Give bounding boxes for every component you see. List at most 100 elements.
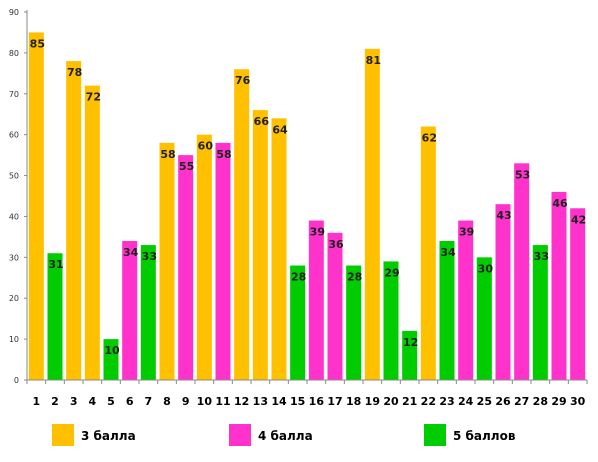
data-label: 31 <box>48 258 63 271</box>
bar <box>290 265 306 380</box>
bar <box>514 163 530 380</box>
x-tick-label: 16 <box>309 395 325 408</box>
data-label: 36 <box>328 238 344 251</box>
data-label: 29 <box>384 266 399 279</box>
bar <box>122 240 138 380</box>
y-tick-label: 50 <box>9 172 19 181</box>
data-label: 34 <box>123 246 139 259</box>
bar <box>28 32 44 380</box>
data-label: 78 <box>67 66 82 79</box>
data-label: 43 <box>496 209 511 222</box>
data-label: 30 <box>478 262 494 275</box>
x-tick-label: 1 <box>33 395 41 408</box>
legend-label: 4 балла <box>258 429 313 443</box>
bar <box>439 240 455 380</box>
bar <box>420 126 436 380</box>
data-label: 81 <box>366 54 381 67</box>
x-tick-label: 14 <box>271 395 287 408</box>
x-tick-label: 27 <box>514 395 529 408</box>
bar <box>308 220 324 380</box>
y-tick-label: 30 <box>9 253 19 262</box>
data-label: 76 <box>235 74 251 87</box>
data-label: 58 <box>216 148 231 161</box>
x-tick-label: 18 <box>346 395 361 408</box>
x-tick-label: 19 <box>365 395 380 408</box>
data-label: 39 <box>459 226 474 239</box>
data-label: 28 <box>291 271 306 284</box>
bar <box>215 142 231 380</box>
data-label: 42 <box>571 213 586 226</box>
data-label: 46 <box>552 197 568 210</box>
legend-swatch <box>229 424 251 446</box>
x-tick-label: 10 <box>197 395 213 408</box>
legend-swatch <box>52 424 74 446</box>
bar <box>402 330 418 380</box>
bar <box>495 204 511 380</box>
bar <box>532 245 548 380</box>
y-tick-label: 10 <box>9 335 19 344</box>
data-label: 64 <box>272 123 288 136</box>
bar <box>103 339 119 380</box>
x-tick-label: 29 <box>551 395 566 408</box>
data-label: 33 <box>534 250 549 263</box>
bar <box>66 61 82 381</box>
bar <box>570 208 586 380</box>
data-label: 12 <box>403 336 418 349</box>
y-tick-label: 40 <box>9 212 19 221</box>
x-tick-label: 17 <box>327 395 342 408</box>
x-tick-label: 8 <box>163 395 171 408</box>
bar <box>476 257 492 380</box>
y-tick-label: 0 <box>14 376 19 385</box>
bar <box>327 232 343 380</box>
x-tick-label: 3 <box>70 395 78 408</box>
legend-label: 5 баллов <box>453 429 516 443</box>
bar <box>252 110 268 380</box>
data-label: 39 <box>310 226 325 239</box>
data-label: 55 <box>179 160 194 173</box>
x-tick-label: 21 <box>402 395 417 408</box>
data-label: 58 <box>160 148 175 161</box>
bar <box>159 142 175 380</box>
legend-label: 3 балла <box>81 429 136 443</box>
x-tick-label: 6 <box>126 395 134 408</box>
data-label: 53 <box>515 168 530 181</box>
data-label: 66 <box>254 115 270 128</box>
x-tick-label: 5 <box>107 395 115 408</box>
x-tick-label: 7 <box>145 395 153 408</box>
bar <box>346 265 362 380</box>
legend: 3 балла 4 балла 5 баллов <box>52 424 516 446</box>
y-tick-label: 20 <box>9 294 19 303</box>
x-tick-label: 4 <box>89 395 97 408</box>
x-tick-label: 13 <box>253 395 268 408</box>
data-label: 33 <box>142 250 157 263</box>
x-tick-label: 24 <box>458 395 474 408</box>
bar <box>234 69 250 380</box>
x-axis: 1 2 3 4 5 6 7 8 9 10 11 12 13 14 15 16 17 18 19 20 21 22 23 24 2… <box>26 379 588 408</box>
data-label: 72 <box>86 91 101 104</box>
data-label: 62 <box>422 131 437 144</box>
data-label: 85 <box>30 37 45 50</box>
bar <box>140 245 156 380</box>
bar <box>196 134 212 380</box>
x-tick-label: 26 <box>495 395 511 408</box>
y-tick-label: 70 <box>9 90 19 99</box>
x-tick-label: 20 <box>383 395 399 408</box>
x-tick-label: 22 <box>421 395 436 408</box>
y-axis: 0 10 20 30 40 50 60 70 80 90 <box>9 8 28 385</box>
legend-swatch <box>424 424 446 446</box>
bar <box>364 48 380 381</box>
bar <box>271 118 287 381</box>
x-tick-label: 23 <box>439 395 454 408</box>
x-tick-label: 15 <box>290 395 305 408</box>
x-tick-label: 28 <box>533 395 548 408</box>
bar <box>383 261 399 380</box>
x-tick-label: 9 <box>182 395 190 408</box>
y-tick-label: 90 <box>9 8 19 17</box>
x-tick-label: 2 <box>51 395 59 408</box>
bar <box>47 253 63 380</box>
x-tick-label: 25 <box>477 395 492 408</box>
data-label: 60 <box>198 140 214 153</box>
